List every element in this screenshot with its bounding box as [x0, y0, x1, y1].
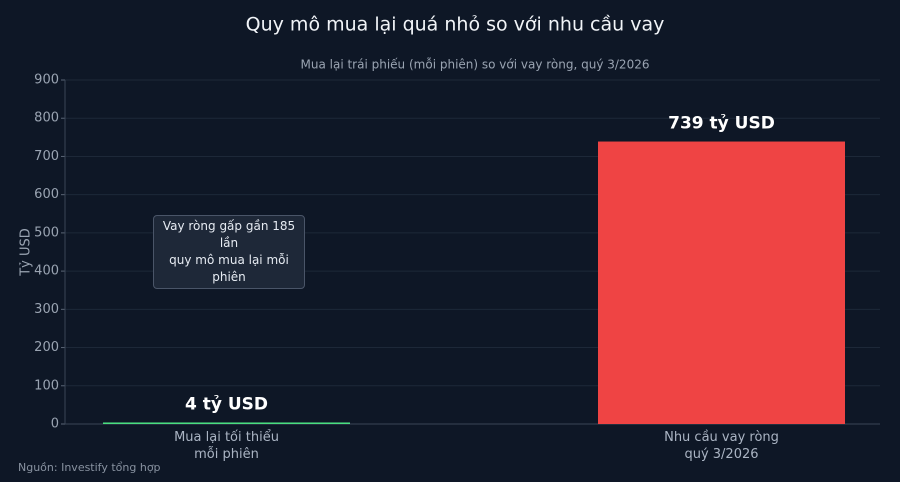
bar: [103, 422, 350, 424]
chart-title: Quy mô mua lại quá nhỏ so với nhu cầu va…: [246, 14, 665, 36]
y-tick-label: 800: [34, 111, 59, 126]
y-tick-label: 300: [34, 302, 59, 317]
y-tick-label: 700: [34, 149, 59, 164]
y-tick-label: 100: [34, 378, 59, 393]
y-tick-label: 600: [34, 187, 59, 202]
bar: [598, 141, 845, 424]
value-label: 739 tỷ USD: [668, 114, 775, 134]
y-tick-label: 500: [34, 225, 59, 240]
x-tick-label: Nhu cầu vay ròng quý 3/2026: [664, 430, 779, 462]
x-tick-label: Mua lại tối thiểu mỗi phiên: [174, 430, 279, 462]
y-tick-label: 400: [34, 264, 59, 279]
annotation: Vay ròng gấp gần 185 lần quy mô mua lại …: [153, 215, 305, 289]
y-tick-label: 900: [34, 73, 59, 88]
source-note: Nguồn: Investify tổng hợp: [18, 461, 161, 474]
y-tick-label: 200: [34, 340, 59, 355]
y-axis-title: Tỷ USD: [19, 228, 34, 277]
y-tick-label: 0: [51, 417, 59, 432]
value-label: 4 tỷ USD: [185, 394, 268, 414]
chart-subtitle: Mua lại trái phiếu (mỗi phiên) so với va…: [301, 58, 650, 72]
